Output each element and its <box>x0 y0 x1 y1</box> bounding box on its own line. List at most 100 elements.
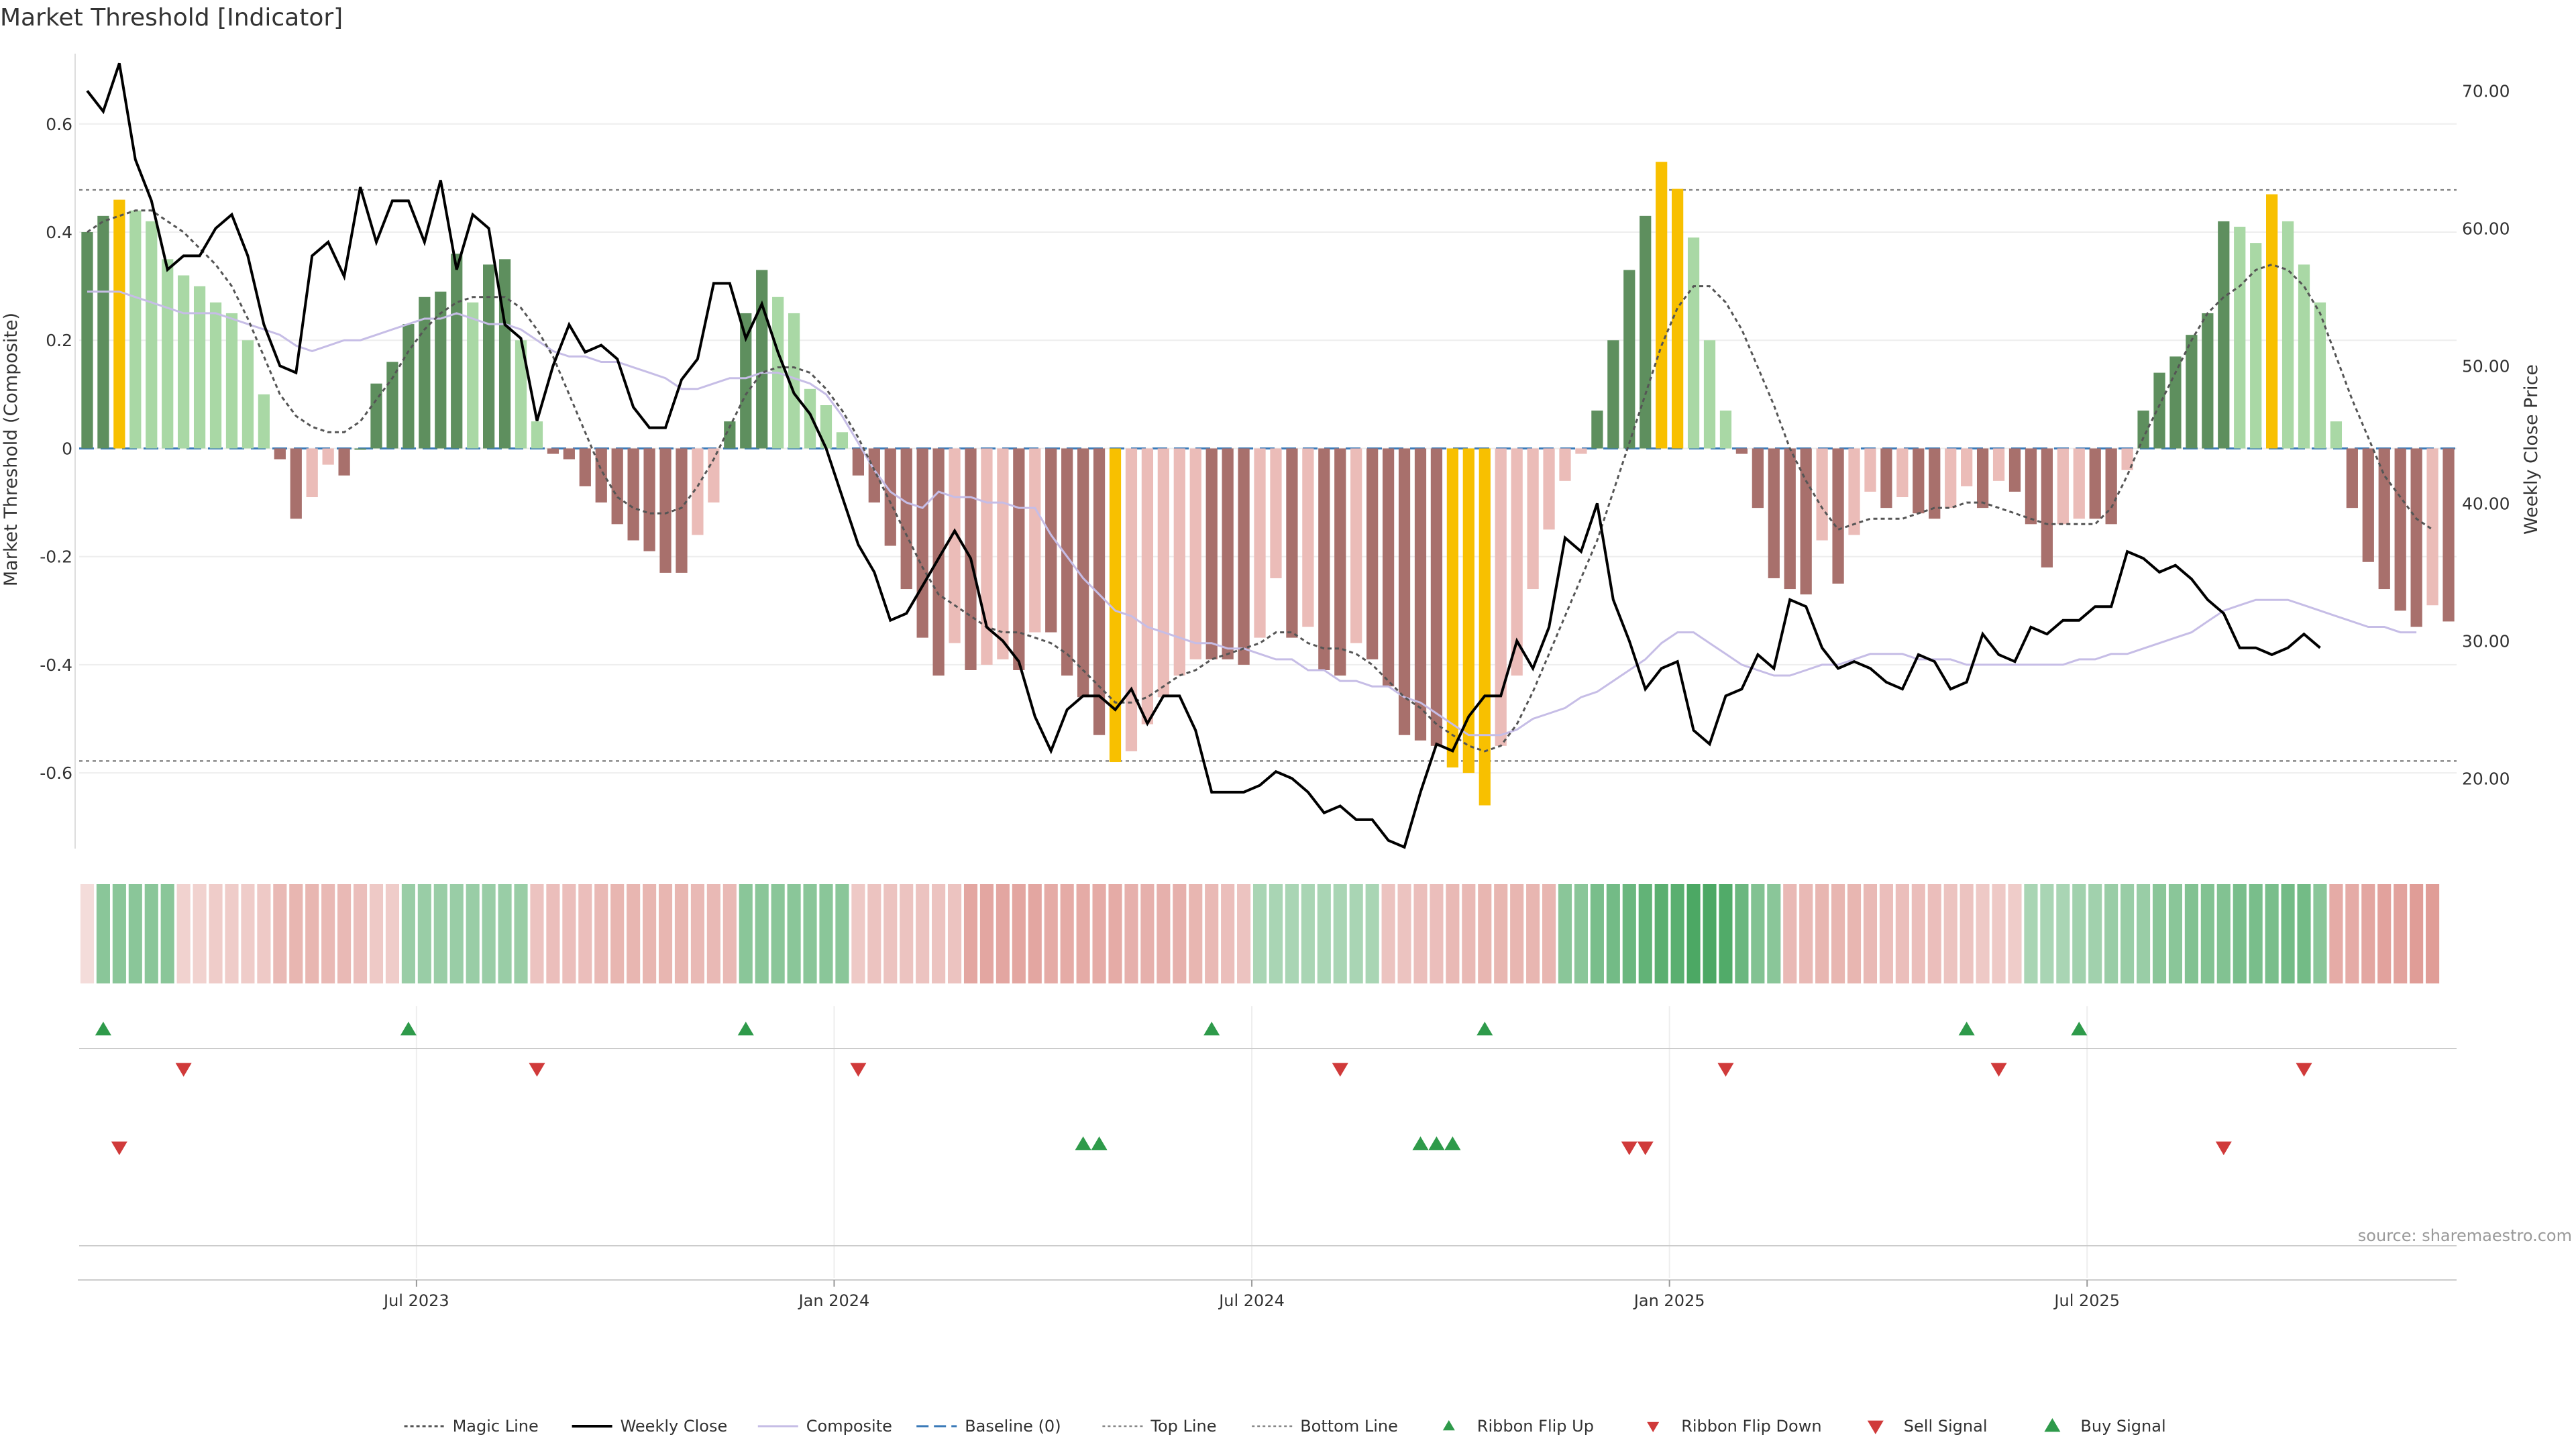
ribbon-flip-down-marker <box>529 1063 545 1077</box>
ribbon-cell <box>289 884 303 983</box>
ribbon-cell <box>449 884 464 983</box>
ribbon-cell <box>787 884 801 983</box>
composite-bar <box>2073 448 2085 519</box>
legend-item-flip_down: Ribbon Flip Down <box>1647 1417 1822 1436</box>
ribbon-cell <box>1510 884 1524 983</box>
composite-bar <box>836 432 849 449</box>
composite-bar <box>1238 448 1250 665</box>
ribbon-cell <box>947 884 962 983</box>
ribbon-cell <box>482 884 496 983</box>
legend-label: Magic Line <box>453 1417 539 1436</box>
composite-bar <box>852 448 864 476</box>
ribbon-cell <box>337 884 352 983</box>
ribbon-cell <box>1028 884 1042 983</box>
composite-bar <box>451 254 463 449</box>
composite-bar <box>1784 448 1796 590</box>
composite-bar <box>338 448 350 476</box>
y-tick-left: 0 <box>62 439 72 458</box>
ribbon-cell <box>1157 884 1171 983</box>
ribbon-cell <box>1446 884 1460 983</box>
y-axis-label-left: Market Threshold (Composite) <box>1 313 21 586</box>
ribbon-cell <box>1943 884 1957 983</box>
composite-bar <box>676 448 688 573</box>
legend: Magic Line Weekly Close Composite Baseline … <box>404 1417 2166 1436</box>
composite-bar <box>1222 448 1234 659</box>
ribbon-cell <box>321 884 335 983</box>
composite-bar <box>2426 448 2438 606</box>
composite-bar <box>1061 448 1073 676</box>
composite-bar <box>1768 448 1780 578</box>
ribbon-cell <box>1092 884 1106 983</box>
ribbon-cell <box>674 884 689 983</box>
composite-bar <box>1816 448 1828 541</box>
legend-swatch <box>1442 1420 1455 1431</box>
y-tick-right: 20.00 <box>2462 769 2510 788</box>
legend-swatch <box>1867 1420 1884 1434</box>
y-axis-label-right: Weekly Close Price <box>2521 364 2542 535</box>
composite-bar <box>97 215 109 449</box>
legend-item-composite: Composite <box>757 1417 892 1436</box>
ribbon-cell <box>1076 884 1090 983</box>
ribbon-cell <box>1911 884 1925 983</box>
ribbon-cell <box>2136 884 2151 983</box>
ribbon-cell <box>1333 884 1347 983</box>
composite-bar <box>515 340 527 449</box>
ribbon-cell <box>225 884 239 983</box>
composite-bar <box>2153 372 2165 449</box>
composite-bar <box>483 264 495 449</box>
ribbon-cell <box>2249 884 2263 983</box>
composite-bar <box>595 448 607 503</box>
y-tick-left: 0.6 <box>46 115 72 134</box>
composite-bar <box>724 421 736 449</box>
ribbon-cell <box>2281 884 2295 983</box>
ribbon-cell <box>2200 884 2214 983</box>
legend-swatch <box>1647 1421 1660 1432</box>
composite-bar <box>2314 302 2326 449</box>
composite-bar <box>193 286 206 449</box>
composite-bar <box>1366 448 1379 659</box>
composite-bar <box>2169 356 2182 449</box>
ribbon-cell <box>1012 884 1026 983</box>
ribbon-cell <box>562 884 576 983</box>
composite-bar <box>820 405 833 449</box>
ribbon-cell <box>1686 884 1701 983</box>
ribbon-cell <box>1301 884 1315 983</box>
composite-bar <box>1832 448 1844 584</box>
legend-label: Buy Signal <box>2080 1417 2165 1436</box>
ribbon-cell <box>2216 884 2231 983</box>
composite-bar <box>1173 448 1185 676</box>
composite-bar <box>1479 448 1491 806</box>
legend-label: Weekly Close <box>621 1417 728 1436</box>
composite-bar <box>2362 448 2374 562</box>
composite-bar <box>435 291 447 449</box>
composite-bar <box>1430 448 1443 746</box>
ribbon-cell <box>1060 884 1074 983</box>
ribbon-cell <box>851 884 865 983</box>
ribbon-cell <box>2168 884 2183 983</box>
composite-bar <box>354 448 366 450</box>
composite-bar <box>1446 448 1458 768</box>
buy-signal-marker <box>1091 1136 1108 1150</box>
composite-bar <box>2218 221 2230 449</box>
ribbon-flip-down-marker <box>175 1063 192 1077</box>
ribbon-cell <box>2410 884 2424 983</box>
composite-bar <box>2410 448 2422 627</box>
composite-bar <box>997 448 1009 659</box>
composite-bar <box>1687 237 1700 449</box>
ribbon-cell <box>209 884 223 983</box>
y-tick-right: 60.00 <box>2462 219 2510 238</box>
ribbon-cell <box>819 884 833 983</box>
composite-bar <box>1398 448 1411 735</box>
composite-bar <box>611 448 623 525</box>
ribbon-cell <box>1317 884 1331 983</box>
composite-line <box>87 290 2417 737</box>
ribbon-flip-down-marker <box>1332 1063 1348 1077</box>
buy-signal-marker <box>1444 1136 1461 1150</box>
composite-bar <box>306 448 318 498</box>
ribbon-cell <box>2313 884 2327 983</box>
buy-signal-marker <box>1412 1136 1429 1150</box>
composite-bar <box>1640 215 1652 449</box>
legend-item-close: Weekly Close <box>572 1417 728 1436</box>
composite-bar <box>322 448 334 465</box>
ribbon-cell <box>1173 884 1187 983</box>
